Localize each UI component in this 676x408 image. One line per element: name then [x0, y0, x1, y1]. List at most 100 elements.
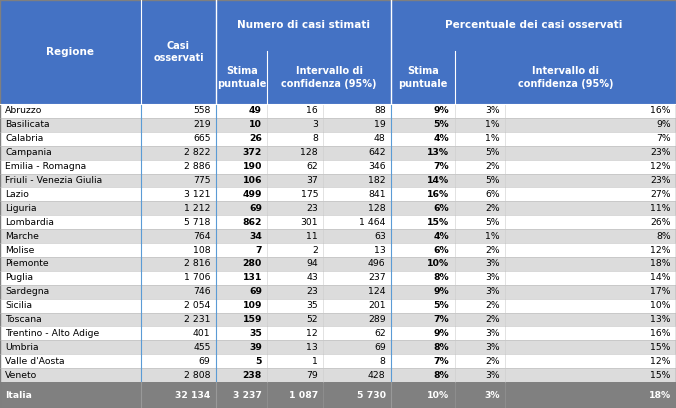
- Text: 12%: 12%: [650, 246, 671, 255]
- Text: Regione: Regione: [47, 47, 95, 57]
- Text: 16: 16: [306, 106, 318, 115]
- Text: 10%: 10%: [427, 390, 449, 399]
- Text: 19: 19: [374, 120, 385, 129]
- Text: 69: 69: [199, 357, 211, 366]
- Text: Lazio: Lazio: [5, 190, 29, 199]
- Text: 455: 455: [193, 343, 211, 352]
- Text: 63: 63: [374, 232, 385, 241]
- Text: 642: 642: [368, 148, 385, 157]
- Text: 841: 841: [368, 190, 385, 199]
- Text: 13: 13: [306, 343, 318, 352]
- Text: 34: 34: [249, 232, 262, 241]
- Text: 8%: 8%: [433, 273, 449, 282]
- Text: 69: 69: [249, 204, 262, 213]
- Text: 2 816: 2 816: [184, 259, 211, 268]
- Text: 289: 289: [368, 315, 385, 324]
- Text: Calabria: Calabria: [5, 134, 44, 143]
- Text: 8%: 8%: [433, 370, 449, 379]
- Text: 108: 108: [193, 246, 211, 255]
- Text: Basilicata: Basilicata: [5, 120, 50, 129]
- Text: 9%: 9%: [433, 106, 449, 115]
- Text: 372: 372: [243, 148, 262, 157]
- Bar: [0, 243, 676, 257]
- Text: Marche: Marche: [5, 232, 39, 241]
- Bar: [0, 118, 676, 132]
- Bar: [454, 51, 676, 104]
- Text: 16%: 16%: [650, 106, 671, 115]
- Text: 9%: 9%: [656, 120, 671, 129]
- Text: 79: 79: [306, 370, 318, 379]
- Bar: [391, 0, 676, 51]
- Text: 128: 128: [368, 204, 385, 213]
- Text: 35: 35: [306, 301, 318, 310]
- Text: 9%: 9%: [433, 287, 449, 296]
- Bar: [0, 229, 676, 243]
- Text: 5%: 5%: [433, 120, 449, 129]
- Text: Emilia - Romagna: Emilia - Romagna: [5, 162, 87, 171]
- Text: Stima
puntuale: Stima puntuale: [217, 67, 266, 89]
- Bar: [0, 0, 141, 104]
- Text: 9%: 9%: [433, 329, 449, 338]
- Text: 237: 237: [368, 273, 385, 282]
- Text: Intervallo di
confidenza (95%): Intervallo di confidenza (95%): [518, 67, 613, 89]
- Text: 7: 7: [256, 246, 262, 255]
- Text: 3 121: 3 121: [184, 190, 211, 199]
- Text: 11: 11: [306, 232, 318, 241]
- Text: Stima
puntuale: Stima puntuale: [398, 67, 448, 89]
- Text: 109: 109: [243, 301, 262, 310]
- Text: 69: 69: [374, 343, 385, 352]
- Text: 746: 746: [193, 287, 211, 296]
- Text: 16%: 16%: [427, 190, 449, 199]
- Text: Lombardia: Lombardia: [5, 218, 54, 227]
- Text: 3%: 3%: [485, 273, 500, 282]
- Text: 7%: 7%: [433, 357, 449, 366]
- Text: 3%: 3%: [485, 259, 500, 268]
- Text: 346: 346: [368, 162, 385, 171]
- Text: 18%: 18%: [648, 390, 671, 399]
- Text: Italia: Italia: [5, 390, 32, 399]
- Text: 26: 26: [249, 134, 262, 143]
- Text: 7%: 7%: [656, 134, 671, 143]
- Text: 401: 401: [193, 329, 211, 338]
- Text: 49: 49: [249, 106, 262, 115]
- Text: 12: 12: [306, 329, 318, 338]
- Text: Puglia: Puglia: [5, 273, 34, 282]
- Bar: [0, 271, 676, 285]
- Text: 8%: 8%: [656, 232, 671, 241]
- Text: 23%: 23%: [650, 176, 671, 185]
- Text: 1%: 1%: [485, 120, 500, 129]
- Text: 280: 280: [243, 259, 262, 268]
- Text: 1 087: 1 087: [289, 390, 318, 399]
- Text: 27%: 27%: [650, 190, 671, 199]
- Bar: [391, 51, 454, 104]
- Text: 3: 3: [312, 120, 318, 129]
- Text: Campania: Campania: [5, 148, 52, 157]
- Text: 238: 238: [243, 370, 262, 379]
- Text: 7%: 7%: [433, 315, 449, 324]
- Bar: [141, 0, 216, 104]
- Text: 62: 62: [374, 329, 385, 338]
- Text: 62: 62: [306, 162, 318, 171]
- Text: 2%: 2%: [485, 357, 500, 366]
- Text: 2 886: 2 886: [184, 162, 211, 171]
- Text: Toscana: Toscana: [5, 315, 42, 324]
- Text: 2%: 2%: [485, 301, 500, 310]
- Text: Liguria: Liguria: [5, 204, 37, 213]
- Text: 219: 219: [193, 120, 211, 129]
- Text: 131: 131: [243, 273, 262, 282]
- Text: 124: 124: [368, 287, 385, 296]
- Text: 159: 159: [243, 315, 262, 324]
- Text: 8%: 8%: [433, 343, 449, 352]
- Text: 10%: 10%: [650, 301, 671, 310]
- Text: 301: 301: [300, 218, 318, 227]
- Text: 1 464: 1 464: [359, 218, 385, 227]
- Text: 14%: 14%: [650, 273, 671, 282]
- Bar: [0, 202, 676, 215]
- Text: 7%: 7%: [433, 162, 449, 171]
- Text: 11%: 11%: [650, 204, 671, 213]
- Bar: [0, 104, 676, 118]
- Text: 2 231: 2 231: [184, 315, 211, 324]
- Text: 39: 39: [249, 343, 262, 352]
- Bar: [0, 173, 676, 187]
- Text: 1: 1: [312, 357, 318, 366]
